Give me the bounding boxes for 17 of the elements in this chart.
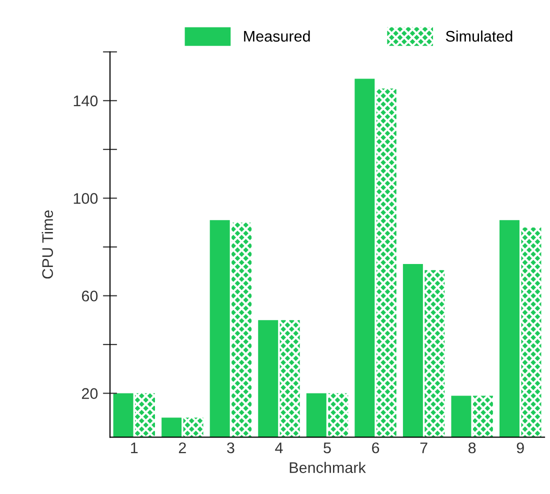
y-axis-title: CPU Time	[42, 210, 54, 279]
x-tick-label: 2	[178, 442, 186, 454]
x-tick-label: 3	[227, 442, 234, 454]
x-axis-title: Benchmark	[290, 462, 366, 474]
x-tick-label: 1	[131, 442, 138, 454]
y-tick-label: 100	[74, 193, 98, 204]
x-tick-label: 6	[372, 442, 380, 454]
legend-label: Simulated	[446, 30, 512, 42]
x-tick-label: 9	[516, 442, 524, 454]
x-tick-label: 7	[420, 442, 428, 454]
x-tick-label: 8	[468, 442, 476, 454]
legend-label: Measured	[244, 30, 310, 42]
y-tick-label: 60	[82, 290, 98, 302]
y-tick-label: 20	[82, 388, 98, 399]
x-tick-label: 5	[324, 442, 331, 454]
y-tick-label: 140	[74, 96, 98, 106]
x-tick-label: 4	[275, 442, 283, 454]
